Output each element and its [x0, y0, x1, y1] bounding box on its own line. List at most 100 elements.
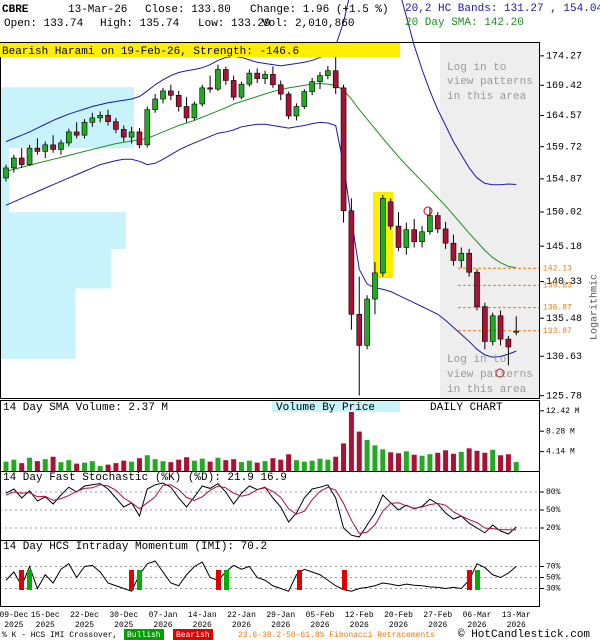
- crossover-legend: % K - HCS IMI Crossover,: [2, 631, 117, 640]
- y-tick-label: 12.42 M: [546, 407, 580, 416]
- candle-body: [215, 69, 221, 90]
- x-tick-line: 05-Feb: [306, 611, 335, 620]
- volume-bar: [160, 461, 166, 472]
- candle-body: [309, 81, 315, 92]
- volume-bar: [66, 460, 72, 472]
- y-tick-label: 159.72: [546, 142, 582, 153]
- change: Change: 1.96 (+1.5 %): [250, 4, 389, 16]
- candle-body: [458, 252, 465, 261]
- date: 13-Mar-26: [68, 4, 127, 16]
- bullish-crossover: [27, 570, 32, 590]
- candle-body: [199, 87, 206, 105]
- x-tick-line: 2025: [114, 621, 133, 630]
- y-tick-label: 50%: [546, 574, 561, 583]
- volume-bar: [254, 462, 260, 472]
- volume-by-price-bar: [1, 148, 9, 213]
- x-tick-line: 06-Mar: [463, 611, 492, 620]
- candle-body: [168, 90, 174, 96]
- y-axis-label: Logarithmic: [589, 274, 600, 340]
- volume-bar: [231, 459, 237, 472]
- fibonacci-label: 133.87: [543, 327, 572, 336]
- volume-bar: [50, 456, 56, 472]
- indicator-line: [5, 560, 517, 592]
- bearish-box: [173, 629, 213, 640]
- volume-bar: [42, 459, 48, 472]
- candle-body: [372, 272, 378, 300]
- candle-body: [81, 122, 88, 136]
- x-tick-line: 2026: [428, 621, 447, 630]
- y-tick-label: 80%: [546, 488, 561, 497]
- candle-body: [482, 306, 488, 342]
- candle-body: [191, 103, 198, 119]
- login-line: in this area: [447, 91, 527, 103]
- bearish-legend: Bearish: [176, 631, 210, 640]
- login-line: Log in to: [447, 62, 506, 74]
- candle-body: [66, 131, 72, 144]
- volume-bar: [301, 461, 307, 472]
- volume-by-price-bar: [1, 212, 127, 249]
- candle-body: [128, 131, 135, 138]
- candle-body: [403, 229, 410, 248]
- volume-bar: [3, 461, 9, 472]
- candle-body: [505, 338, 512, 348]
- y-tick-label: 125.78: [546, 391, 582, 402]
- candle-body: [113, 121, 119, 130]
- fibonacci-label: 136.87: [543, 304, 572, 313]
- volume-bar: [152, 459, 158, 472]
- candle-body: [175, 94, 182, 107]
- candle-body: [136, 131, 143, 146]
- y-tick-label: 140.33: [546, 277, 582, 288]
- x-tick-line: 2025: [36, 621, 55, 630]
- volume-bar: [262, 461, 268, 472]
- volume-bar: [270, 458, 276, 472]
- volume-bar: [129, 461, 135, 472]
- candle-body: [277, 84, 284, 95]
- y-tick-label: 8.28 M: [546, 427, 575, 436]
- x-tick-line: 07-Jan: [149, 611, 178, 620]
- close: Close: 133.80: [145, 4, 231, 16]
- y-tick-label: 20%: [546, 524, 561, 533]
- y-tick-label: 150.02: [546, 208, 582, 219]
- vbp-label-bg: [272, 401, 400, 412]
- volume-bar: [443, 450, 449, 472]
- overlay-line: [5, 83, 517, 269]
- low: Low: 133.29: [198, 18, 271, 30]
- volume-bar: [317, 458, 323, 472]
- volume-bar: [89, 461, 95, 472]
- symbol: CBRE: [2, 4, 29, 16]
- volume-bar: [348, 408, 354, 472]
- volume-bar: [333, 456, 339, 472]
- candle-body: [144, 109, 151, 146]
- candle-body: [325, 70, 331, 76]
- volume-bar: [184, 457, 190, 472]
- volume-bar: [11, 459, 17, 472]
- bullish-crossover: [224, 570, 229, 590]
- volume-bar: [466, 448, 472, 472]
- volume-bar: [113, 463, 119, 472]
- candle-body: [442, 228, 449, 244]
- x-tick-label: 13-Mar 2026: [502, 611, 531, 630]
- vbp-label: Volume By Price: [276, 402, 375, 414]
- candle-body: [230, 80, 237, 98]
- candle-body: [301, 91, 308, 107]
- volume-bar: [144, 455, 150, 472]
- volume-bar: [372, 445, 378, 472]
- y-tick-label: 130.63: [546, 352, 582, 363]
- x-tick-label: 15-Dec 2025: [31, 611, 60, 630]
- x-tick-line: 2026: [310, 621, 329, 630]
- volume-bar: [34, 461, 40, 472]
- imi-frame: [0, 540, 540, 607]
- volume-bar: [380, 449, 386, 472]
- x-tick-line: 14-Jan: [188, 611, 217, 620]
- candle-body: [26, 147, 33, 165]
- fibonacci-legend: 23.6-38.2-50-61.8% Fibonacci Retracement…: [238, 631, 435, 640]
- candle-body: [223, 69, 229, 81]
- y-tick-label: 169.42: [546, 81, 582, 92]
- pattern-marker: [495, 368, 505, 378]
- volume-bar: [396, 453, 401, 472]
- bullish-box: [124, 629, 164, 640]
- sma-legend: 20 Day SMA: 142.20: [405, 17, 524, 29]
- candle-body: [262, 74, 268, 79]
- x-tick-line: 2026: [193, 621, 212, 630]
- x-tick-line: 13-Mar: [502, 611, 531, 620]
